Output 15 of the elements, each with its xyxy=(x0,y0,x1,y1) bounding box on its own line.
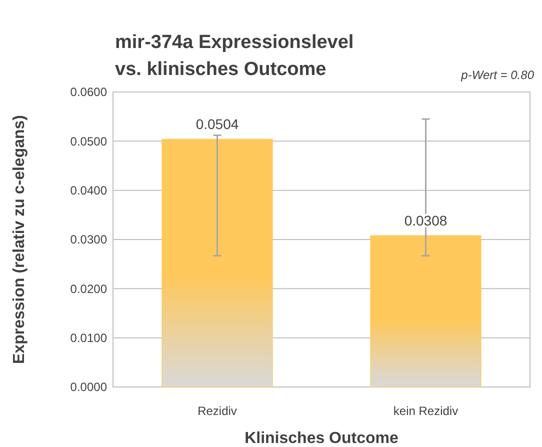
x-tick-label: kein Rezidiv xyxy=(393,404,458,418)
y-tick-label: 0.0000 xyxy=(70,380,108,394)
y-tick-label: 0.0600 xyxy=(70,85,108,100)
y-axis-title: Expression (relativ zu c-elegans) xyxy=(11,115,28,364)
y-tick-label: 0.0200 xyxy=(70,282,108,296)
x-tick-label: Rezidiv xyxy=(198,404,237,418)
chart-title: mir-374a Expressionslevel vs. klinisches Outcome xyxy=(115,32,354,80)
data-label: 0.0504 xyxy=(196,116,239,132)
text: p-Wert = 0.80 xyxy=(460,68,534,82)
y-tick-label: 0.0300 xyxy=(70,232,108,247)
y-tick-label: 0.0500 xyxy=(70,134,108,148)
x-axis-title: Klinisches Outcome xyxy=(244,430,399,447)
y-tick-label: 0.0400 xyxy=(70,184,108,198)
data-label: 0.0308 xyxy=(404,212,448,229)
y-tick-label: 0.0100 xyxy=(70,331,108,346)
